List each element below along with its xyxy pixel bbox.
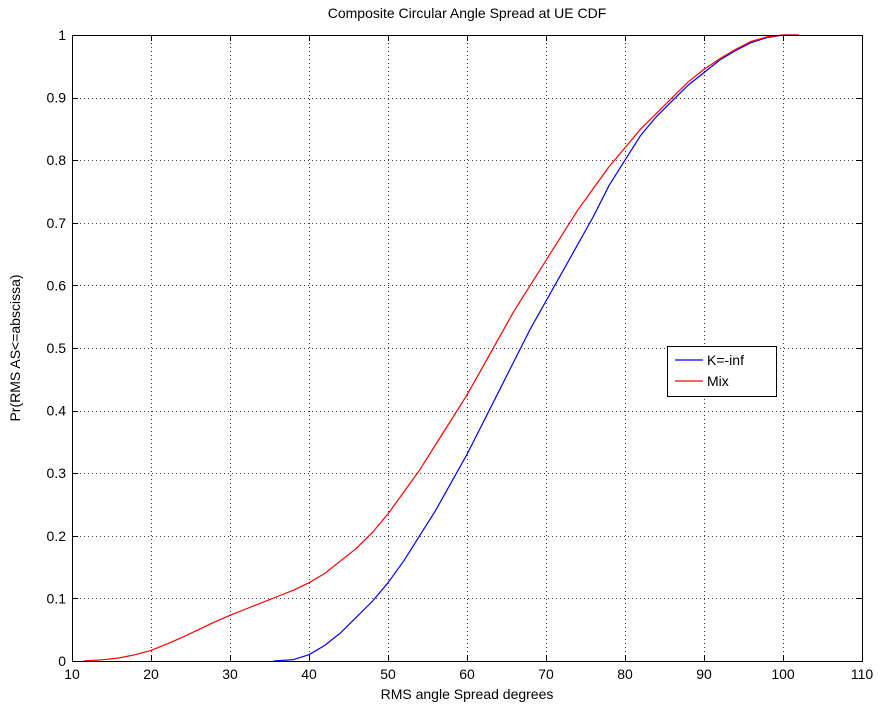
x-tick-label: 40 (301, 666, 317, 682)
x-tick-label: 60 (459, 666, 475, 682)
y-tick-label: 0.6 (47, 277, 67, 293)
legend-label: Mix (707, 373, 729, 389)
series-layer (83, 34, 799, 662)
y-tick-label: 0 (58, 653, 66, 669)
grid-lines (72, 35, 862, 661)
x-tick-label: 50 (380, 666, 396, 682)
chart-title: Composite Circular Angle Spread at UE CD… (328, 5, 607, 21)
plot-border (72, 35, 863, 662)
x-tick-label: 100 (771, 666, 795, 682)
y-tick-label: 0.7 (47, 215, 67, 231)
y-tick-label: 0.2 (47, 528, 67, 544)
axis-ticks (72, 35, 863, 662)
y-tick-label: 0.1 (47, 590, 67, 606)
x-axis-title: RMS angle Spread degrees (381, 686, 554, 702)
legend-label: K=-inf (707, 352, 744, 368)
x-tick-label: 10 (64, 666, 80, 682)
series-line-mix (83, 34, 799, 662)
series-line-k-inf (273, 34, 799, 662)
y-tick-label: 0.9 (47, 90, 67, 106)
x-tick-label: 20 (143, 666, 159, 682)
x-tick-label: 110 (851, 666, 874, 682)
legend-box (667, 346, 777, 397)
y-tick-label: 0.8 (47, 152, 67, 168)
y-tick-label: 0.5 (47, 340, 67, 356)
y-tick-labels: 0 0.1 0.2 0.3 0.4 0.5 0.6 0.7 0.8 0.9 1 (47, 27, 67, 669)
x-tick-labels: 10 20 30 40 50 60 70 80 90 100 110 (64, 666, 873, 682)
legend: K=-inf Mix (667, 346, 777, 397)
y-tick-label: 0.4 (47, 403, 67, 419)
x-tick-label: 80 (617, 666, 633, 682)
y-tick-label: 0.3 (47, 465, 67, 481)
y-tick-label: 1 (58, 27, 66, 43)
x-tick-label: 70 (538, 666, 554, 682)
x-tick-label: 30 (222, 666, 238, 682)
x-tick-label: 90 (696, 666, 712, 682)
y-axis-title: Pr(RMS AS<=abscissa) (7, 274, 23, 421)
